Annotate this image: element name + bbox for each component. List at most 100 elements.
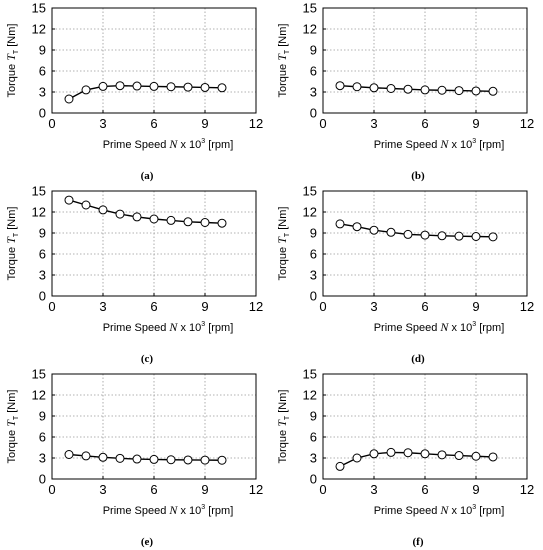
chart-svg: 0 3 6 9 12 0 3 6 9 12 15 Torque TT [Nm] Prime Speed … (275, 367, 534, 549)
data-point (115, 209, 125, 219)
y-tick-label: 15 (32, 1, 46, 16)
x-tick-label: 0 (319, 299, 326, 314)
data-point (403, 84, 413, 94)
data-point (488, 86, 498, 96)
data-point (64, 195, 74, 205)
panel-caption: (a) (141, 170, 154, 182)
data-point (98, 452, 108, 462)
y-tick-label: 3 (310, 268, 317, 283)
chart-panel-e: 0 3 6 9 12 0 3 6 9 12 15 Torque TT [Nm] Prime Speed … (0, 366, 271, 549)
data-point (352, 453, 362, 463)
y-tick-label: 12 (303, 22, 317, 37)
y-tick-label: 12 (32, 22, 46, 37)
y-tick-label: 0 (310, 289, 317, 304)
data-point (335, 461, 345, 471)
data-point (437, 85, 447, 95)
y-tick-label: 15 (303, 184, 317, 199)
y-axis-label: Torque TT [Nm] (4, 207, 20, 281)
x-axis-label: Prime Speed N x 103 [rpm] (103, 320, 234, 334)
chart-panel-c: 0 3 6 9 12 0 3 6 9 12 15 Torque TT [Nm] Prime Speed … (0, 183, 271, 366)
series-line (339, 451, 494, 468)
x-tick-label: 6 (421, 299, 428, 314)
x-tick-label: 6 (421, 482, 428, 497)
chart-panel-d: 0 3 6 9 12 0 3 6 9 12 15 Torque TT [Nm] Prime Speed … (271, 183, 542, 366)
x-tick-label: 9 (201, 116, 208, 131)
y-tick-label: 0 (39, 472, 46, 487)
x-tick-label: 9 (472, 116, 479, 131)
panel-caption: (b) (411, 170, 425, 182)
x-tick-label: 0 (319, 116, 326, 131)
x-tick-label: 9 (472, 482, 479, 497)
data-point (471, 451, 481, 461)
data-point (454, 451, 464, 461)
x-tick-label: 0 (319, 482, 326, 497)
x-tick-label: 6 (150, 299, 157, 314)
data-point (183, 455, 193, 465)
x-tick-label: 12 (249, 299, 263, 314)
x-axis-label: Prime Speed N x 103 [rpm] (374, 503, 505, 517)
y-tick-label: 0 (310, 472, 317, 487)
y-axis-label: Torque TT [Nm] (4, 390, 20, 464)
y-tick-label: 12 (32, 388, 46, 403)
y-tick-label: 3 (39, 85, 46, 100)
series-line (68, 453, 223, 461)
chart-svg: 0 3 6 9 12 0 3 6 9 12 15 Torque TT [Nm] Prime Speed … (4, 367, 263, 549)
y-axis-label: Torque TT [Nm] (275, 24, 291, 98)
chart-svg: 0 3 6 9 12 0 3 6 9 12 15 Torque TT [Nm] Prime Speed … (4, 1, 263, 183)
y-tick-label: 9 (39, 409, 46, 424)
y-axis-label: Torque TT [Nm] (275, 207, 291, 281)
y-tick-label: 9 (310, 226, 317, 241)
x-tick-label: 12 (249, 482, 263, 497)
x-tick-label: 0 (48, 116, 55, 131)
data-point (386, 84, 396, 93)
y-tick-label: 15 (32, 184, 46, 199)
x-tick-label: 6 (421, 116, 428, 131)
y-tick-label: 12 (303, 388, 317, 403)
x-tick-label: 9 (472, 299, 479, 314)
y-tick-label: 6 (39, 247, 46, 262)
panel-caption: (f) (413, 536, 424, 548)
x-tick-label: 9 (201, 482, 208, 497)
x-tick-label: 12 (520, 482, 534, 497)
y-tick-label: 0 (310, 106, 317, 121)
data-point (437, 450, 447, 460)
data-point (352, 82, 362, 92)
data-point (488, 232, 498, 242)
series-line (68, 199, 223, 224)
data-point (403, 448, 413, 458)
y-tick-label: 12 (303, 205, 317, 220)
y-tick-label: 6 (39, 64, 46, 79)
data-point (386, 227, 396, 237)
data-point (335, 81, 345, 91)
y-tick-label: 15 (32, 367, 46, 382)
panel-caption: (c) (141, 353, 154, 365)
data-point (335, 219, 345, 229)
data-point (166, 215, 176, 225)
x-tick-label: 0 (48, 299, 55, 314)
y-tick-label: 9 (310, 43, 317, 58)
x-axis-label: Prime Speed N x 103 [rpm] (103, 503, 234, 517)
y-axis-label: Torque TT [Nm] (275, 390, 291, 464)
y-axis-label: Torque TT [Nm] (4, 24, 20, 98)
y-tick-label: 9 (310, 409, 317, 424)
data-point (420, 230, 430, 240)
y-tick-label: 3 (39, 451, 46, 466)
data-point (81, 85, 91, 95)
data-point (403, 229, 413, 239)
data-point (217, 455, 227, 465)
y-tick-label: 3 (39, 268, 46, 283)
data-point (352, 222, 362, 232)
panel-caption: (d) (411, 353, 425, 365)
x-axis-label: Prime Speed N x 103 [rpm] (103, 137, 234, 151)
y-tick-label: 6 (310, 247, 317, 262)
data-point (454, 86, 464, 96)
data-point (166, 82, 176, 92)
data-point (98, 81, 108, 91)
y-tick-label: 9 (39, 43, 46, 58)
x-tick-label: 3 (370, 299, 377, 314)
chart-svg: 0 3 6 9 12 0 3 6 9 12 15 Torque TT [Nm] Prime Speed … (275, 184, 534, 366)
y-tick-label: 15 (303, 367, 317, 382)
data-point (81, 200, 91, 210)
y-tick-label: 3 (310, 85, 317, 100)
